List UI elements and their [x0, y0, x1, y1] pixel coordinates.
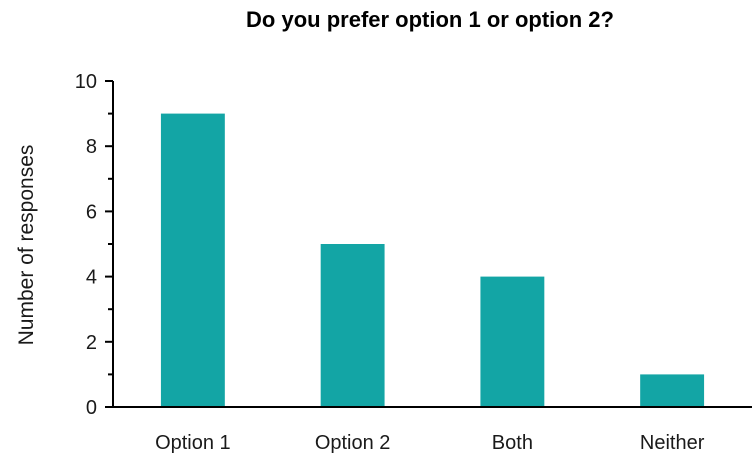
x-tick-label: Option 1 [155, 432, 231, 454]
y-axis-label: Number of responses [15, 145, 38, 346]
chart-title: Do you prefer option 1 or option 2? [246, 7, 614, 32]
y-tick-label: 2 [86, 332, 97, 354]
y-axis-ticks: 0 2 4 6 8 10 [75, 71, 113, 419]
y-tick-label: 8 [86, 136, 97, 158]
x-axis-ticks: Option 1 Option 2 Both Neither [155, 432, 705, 454]
x-tick-label: Both [492, 432, 533, 454]
y-tick-label: 10 [75, 71, 97, 93]
x-tick-label: Option 2 [315, 432, 391, 454]
bar-both [480, 276, 545, 407]
bar-option-1 [160, 113, 225, 407]
bars [160, 113, 705, 407]
y-tick-label: 4 [86, 267, 97, 289]
y-tick-label: 6 [86, 201, 97, 223]
x-tick-label: Neither [640, 432, 705, 454]
bar-option-2 [320, 244, 385, 407]
y-tick-label: 0 [86, 397, 97, 419]
bar-neither [640, 374, 705, 407]
